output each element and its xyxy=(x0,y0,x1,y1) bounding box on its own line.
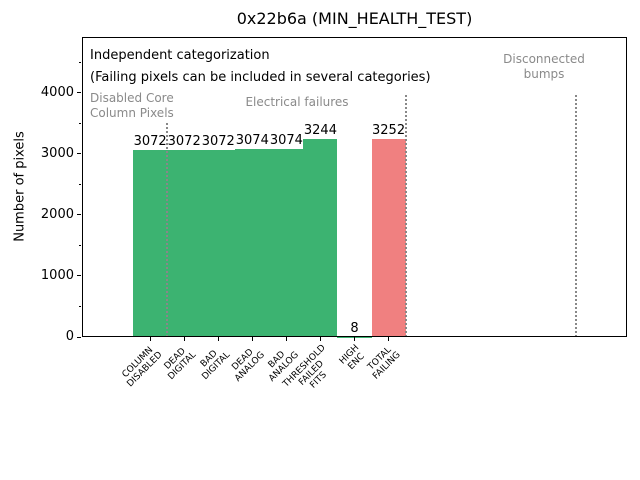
bar-value-label-dead-analog: 3074 xyxy=(235,133,269,149)
chart-title: 0x22b6a (MIN_HEALTH_TEST) xyxy=(236,9,473,28)
y-tick xyxy=(77,275,81,277)
bar-value-label-bad-analog: 3074 xyxy=(269,133,303,149)
bar-total-failing xyxy=(371,138,406,337)
bar-value-label-bad-digital: 3072 xyxy=(201,133,235,149)
bar-bad-digital xyxy=(201,149,236,337)
category-separator-line-1 xyxy=(166,123,169,337)
plot-area: Independent categorization (Failing pixe… xyxy=(41,37,627,391)
bar-value-label-high-enc: 8 xyxy=(350,320,359,336)
annotation-failing-pixels-note: (Failing pixels can be included in sever… xyxy=(90,70,431,85)
y-tick xyxy=(77,336,81,338)
x-tick xyxy=(319,337,321,341)
y-tick xyxy=(77,153,81,155)
annotation-independent-categorization: Independent categorization xyxy=(90,48,270,63)
y-tick-label-2000: 2000 xyxy=(40,206,74,222)
x-tick-label-dead-analog: DEAD ANALOG xyxy=(229,347,267,384)
bar-value-label-column-disabled: 3072 xyxy=(133,133,167,149)
x-tick xyxy=(388,337,390,341)
x-tick xyxy=(217,337,219,341)
y-tick xyxy=(77,92,81,94)
x-tick-label-column-disabled: COLUMN DISABLED xyxy=(120,345,165,390)
bar-value-label-dead-digital: 3072 xyxy=(167,133,201,149)
annotation-electrical-failures: Electrical failures xyxy=(245,95,349,109)
x-tick-label-high-enc: HIGH ENC xyxy=(338,343,368,372)
y-tick-label-3000: 3000 xyxy=(40,145,74,161)
y-minor-tick xyxy=(79,244,81,246)
annotation-disabled-core-column-pixels: Disabled Core Column Pixels xyxy=(90,91,174,120)
bar-value-label-total-failing: 3252 xyxy=(372,122,406,138)
y-minor-tick xyxy=(79,305,81,307)
category-separator-line-2 xyxy=(404,94,407,337)
bar-value-label-threshold-failed-fits: 3244 xyxy=(303,123,337,139)
y-minor-tick xyxy=(79,61,81,63)
bar-dead-analog xyxy=(235,149,270,337)
x-tick xyxy=(183,337,185,341)
y-tick-label-1000: 1000 xyxy=(40,267,74,283)
bar-column-disabled xyxy=(133,149,168,337)
annotation-disconnected-bumps: Disconnected bumps xyxy=(503,52,585,81)
x-tick-label-total-failing: TOTAL FAILING xyxy=(366,345,403,382)
bar-dead-digital xyxy=(167,149,202,337)
x-tick xyxy=(251,337,253,341)
x-tick xyxy=(149,337,151,341)
y-axis-label: Number of pixels xyxy=(12,131,28,242)
y-tick-label-4000: 4000 xyxy=(40,84,74,100)
y-minor-tick xyxy=(79,183,81,185)
x-tick xyxy=(354,337,355,341)
bar-threshold-failed-fits xyxy=(303,139,338,337)
x-tick xyxy=(285,337,287,341)
y-tick-label-0: 0 xyxy=(65,329,74,344)
x-tick-label-bad-digital: BAD DIGITAL xyxy=(198,348,233,383)
category-separator-line-3 xyxy=(574,94,577,337)
bar-bad-analog xyxy=(269,149,304,337)
y-tick xyxy=(77,214,81,216)
y-minor-tick xyxy=(79,122,81,124)
x-tick-label-dead-digital: DEAD DIGITAL xyxy=(162,346,199,383)
